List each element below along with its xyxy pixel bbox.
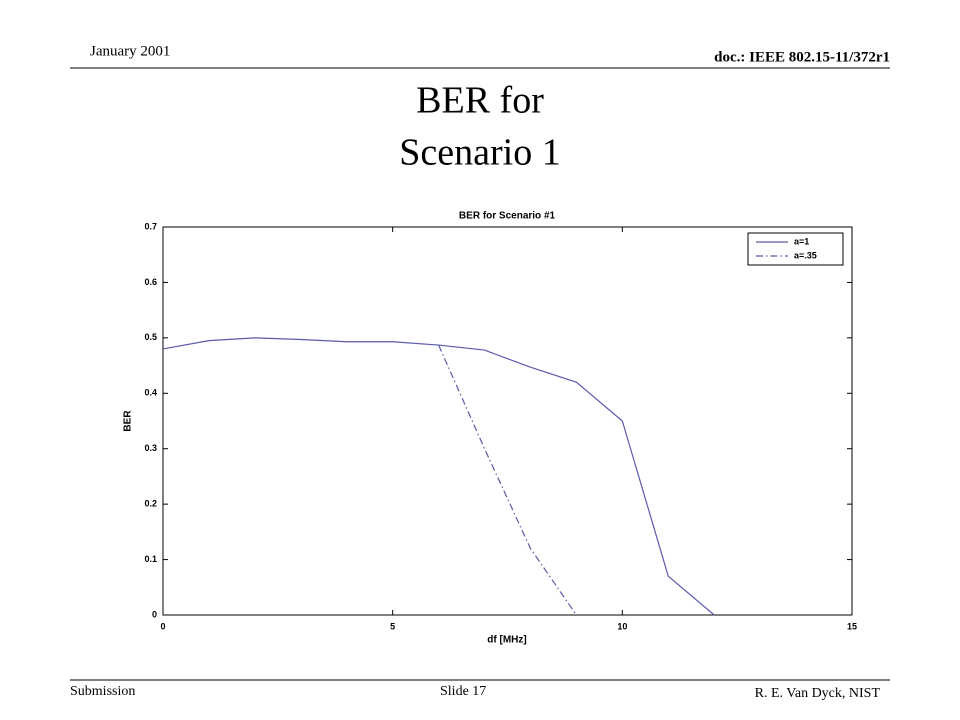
y-tick-label: 0.4: [144, 388, 157, 398]
x-axis-label: df [MHz]: [487, 635, 526, 646]
y-tick-label: 0.7: [144, 221, 157, 231]
series-line: [162, 337, 715, 616]
y-tick-label: 0.1: [144, 554, 157, 564]
footer-center: Slide 17: [440, 684, 486, 699]
slide-title: Scenario 1: [399, 132, 560, 174]
legend-box: [747, 232, 844, 266]
chart: BER for Scenario #1 df [MHz] BER 0 0.1 0.2…: [123, 211, 857, 646]
series-line: [438, 344, 577, 616]
x-tick-label: 15: [847, 621, 857, 631]
y-tick-label: 0.6: [144, 277, 157, 287]
legend-label: a=1: [794, 236, 809, 246]
y-tick-label: 0.5: [144, 332, 157, 342]
footer-left: Submission: [70, 684, 135, 699]
x-tick-label: 5: [390, 621, 395, 631]
y-tick-label: 0.2: [144, 499, 157, 509]
chart-title: BER for Scenario #1: [459, 211, 556, 222]
y-tick-label: 0: [152, 609, 157, 619]
x-tick-label: 10: [617, 621, 627, 631]
x-tick-label: 0: [160, 621, 165, 631]
header-date: January 2001: [90, 43, 170, 59]
plot-frame: [162, 226, 853, 616]
slide-title: BER for: [416, 80, 544, 122]
footer-right: R. E. Van Dyck, NIST: [755, 686, 881, 701]
y-axis-label: BER: [123, 410, 134, 432]
header-doc: doc.: IEEE 802.15-11/372r1: [714, 49, 890, 65]
legend-label: a=.35: [794, 250, 817, 260]
y-tick-label: 0.3: [144, 443, 157, 453]
